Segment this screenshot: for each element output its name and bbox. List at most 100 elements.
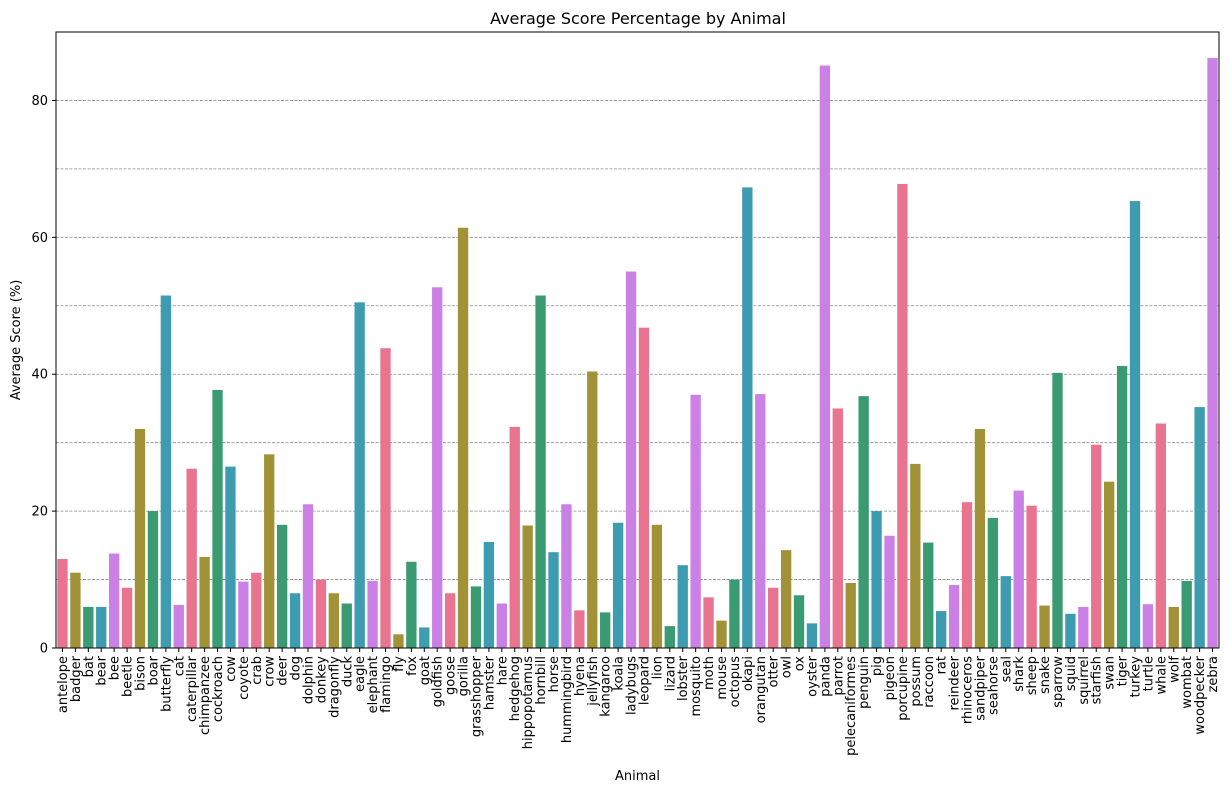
bar-parrot — [832, 408, 843, 648]
bar-lion — [651, 524, 663, 648]
bar-turkey — [1129, 201, 1141, 648]
bar-butterfly — [160, 295, 172, 648]
x-tick-label: goldfish — [431, 656, 446, 707]
bar-tiger — [1116, 366, 1128, 648]
y-tick-label: 60 — [31, 231, 48, 246]
x-tick-label: fly — [392, 656, 407, 672]
y-tick-label: 80 — [31, 94, 48, 109]
x-tick-label: otter — [767, 655, 782, 687]
x-tick-label: lobster — [676, 655, 691, 701]
bar-dog — [289, 593, 301, 648]
x-tick-label: whale — [1154, 656, 1169, 694]
x-tick-label: deer — [276, 655, 291, 685]
x-tick-label: wombat — [1180, 656, 1195, 709]
bar-duck — [341, 603, 352, 648]
bar-sparrow — [1052, 372, 1063, 648]
x-tick-label: boar — [146, 655, 161, 685]
x-tick-label: sandpiper — [973, 655, 988, 720]
x-tick-label: fox — [405, 656, 420, 676]
bar-kangaroo — [600, 612, 611, 648]
y-tick-label: 20 — [31, 505, 48, 520]
bar-penguin — [858, 396, 869, 648]
x-tick-label: dog — [289, 656, 304, 680]
x-tick-label: moth — [702, 656, 717, 690]
bar-flamingo — [380, 348, 391, 648]
x-tick-label: koala — [612, 656, 627, 691]
bar-chimpanzee — [199, 556, 210, 648]
x-tick-label: porcupine — [896, 656, 911, 721]
bar-hamster — [483, 541, 495, 648]
x-tick-label: coyote — [237, 656, 252, 700]
x-tick-label: butterfly — [159, 656, 174, 712]
x-tick-label: ladybugs — [625, 656, 640, 715]
bar-hornbill — [535, 295, 546, 648]
bar-koala — [612, 522, 624, 648]
bar-swan — [1103, 481, 1115, 648]
x-tick-label: rhinoceros — [961, 656, 976, 724]
chart-title: Average Score Percentage by Animal — [490, 9, 786, 28]
bar-grasshopper — [470, 586, 482, 648]
x-tick-label: okapi — [741, 656, 756, 691]
x-tick-label: lion — [650, 656, 665, 679]
x-tick-label: caterpillar — [185, 655, 200, 722]
x-tick-label: orangutan — [754, 656, 769, 723]
x-tick-label: wolf — [1167, 656, 1182, 683]
bar-deer — [276, 524, 288, 648]
bar-orangutan — [755, 394, 766, 648]
bar-whale — [1155, 423, 1167, 648]
bar-porcupine — [897, 183, 908, 649]
bar-cow — [225, 466, 236, 648]
x-tick-label: bee — [108, 656, 123, 680]
x-tick-label: squid — [1064, 656, 1079, 691]
x-tick-label: woodpecker — [1193, 655, 1208, 734]
bar-fly — [393, 634, 404, 648]
bar-antelope — [57, 559, 68, 648]
bar-hippopotamus — [522, 525, 533, 648]
x-tick-label: raccoon — [922, 656, 937, 708]
bar-zebra — [1207, 58, 1218, 648]
bar-pig — [871, 511, 882, 648]
x-tick-label: bear — [95, 655, 110, 685]
x-tick-label: pigeon — [883, 656, 898, 700]
bar-wolf — [1168, 606, 1179, 648]
bar-ox — [793, 595, 805, 648]
x-tick-label: sparrow — [1051, 656, 1066, 708]
bar-goose — [444, 593, 456, 648]
x-tick-label: turtle — [1141, 656, 1156, 691]
x-tick-label: bison — [133, 656, 148, 691]
bar-seahorse — [987, 517, 999, 648]
x-tick-label: seal — [999, 656, 1014, 682]
x-tick-label: seahorse — [986, 656, 1001, 715]
x-tick-label: octopus — [728, 656, 743, 708]
x-tick-label: ox — [793, 656, 808, 672]
x-tick-label: shark — [1012, 656, 1027, 692]
x-tick-label: cockroach — [211, 656, 226, 722]
x-axis-label: Animal — [615, 769, 660, 784]
bar-cat — [173, 604, 184, 648]
bar-reindeer — [948, 585, 960, 648]
x-tick-label: bat — [82, 656, 97, 677]
x-tick-label: penguin — [857, 656, 872, 709]
bar-dragonfly — [328, 593, 339, 648]
x-tick-label: dolphin — [301, 656, 316, 704]
x-tick-label: sheep — [1025, 656, 1040, 695]
bar-pelecaniformes — [845, 582, 856, 648]
x-tick-label: goose — [444, 656, 459, 695]
bar-panda — [819, 65, 831, 648]
bar-rhinoceros — [961, 502, 973, 648]
bar-horse — [548, 552, 559, 648]
bar-seal — [1000, 576, 1011, 648]
bar-sheep — [1026, 505, 1037, 648]
x-tick-label: crow — [263, 656, 278, 687]
x-tick-label: squirrel — [1077, 656, 1092, 705]
bar-rat — [936, 611, 947, 648]
bar-lobster — [677, 565, 688, 648]
x-tick-label: pig — [870, 656, 885, 676]
x-tick-label: mosquito — [689, 656, 704, 717]
bar-lizard — [664, 626, 675, 648]
x-tick-label: pelecaniformes — [844, 656, 859, 756]
y-tick-label: 40 — [31, 368, 48, 383]
y-tick-label: 0 — [40, 642, 48, 657]
x-tick-label: hummingbird — [560, 656, 575, 743]
